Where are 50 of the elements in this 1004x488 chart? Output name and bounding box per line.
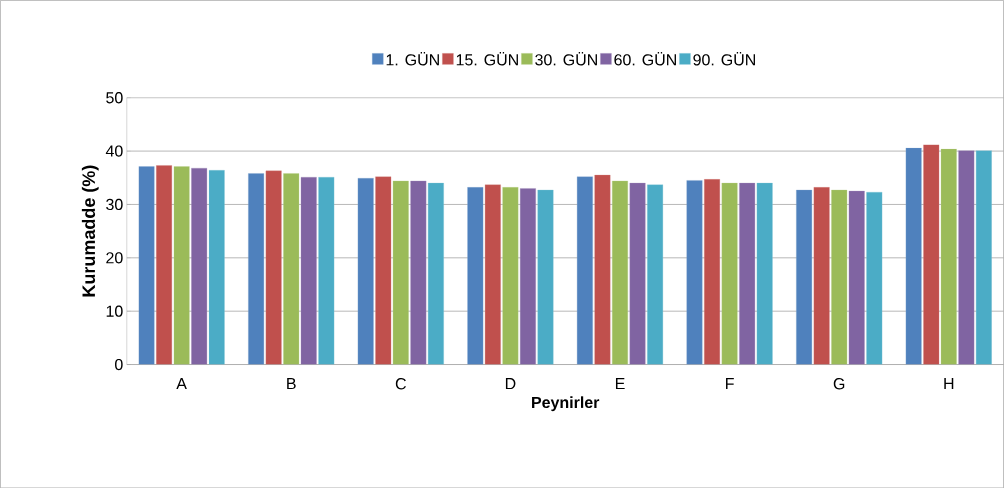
legend-label: 30. GÜN — [535, 51, 597, 66]
y-tick-label: 20 — [106, 251, 123, 264]
bar — [612, 180, 628, 365]
legend-label: 1. GÜN — [386, 51, 439, 66]
bar — [796, 189, 813, 365]
x-tick-label: A — [176, 377, 187, 389]
x-tick-label: F — [726, 377, 734, 389]
y-tick-label: 10 — [106, 305, 123, 317]
bar — [502, 187, 519, 365]
bar — [958, 150, 975, 365]
legend-label: 15. GÜN — [456, 51, 518, 66]
bar — [905, 147, 922, 365]
y-tick-label: 0 — [115, 358, 123, 371]
bar — [923, 144, 940, 365]
bar — [467, 187, 484, 365]
bar — [138, 166, 155, 365]
x-tick-label: E — [615, 377, 625, 389]
bar — [686, 180, 703, 365]
legend-label: 60. GÜN — [614, 51, 676, 66]
bar — [537, 189, 554, 365]
bar — [576, 176, 593, 365]
legend-label: 90. GÜN — [693, 51, 755, 66]
bar — [813, 187, 830, 365]
bar — [647, 184, 664, 365]
x-tick-label: D — [505, 377, 516, 389]
bar — [173, 166, 190, 365]
bar — [283, 173, 300, 365]
bar — [357, 177, 374, 365]
bar — [975, 150, 992, 365]
y-axis-title: Kurumadde (%) — [81, 165, 99, 297]
bar — [156, 165, 172, 365]
bar — [940, 148, 957, 365]
bar — [704, 179, 720, 365]
x-tick-label: C — [395, 377, 406, 390]
bar — [265, 170, 282, 365]
bar — [594, 174, 611, 365]
bar — [831, 189, 848, 365]
x-tick-label: B — [287, 377, 296, 389]
bar — [721, 182, 738, 365]
bar — [629, 182, 646, 365]
x-axis-title: Peynirler — [532, 396, 600, 412]
bar — [484, 184, 501, 365]
bar — [375, 176, 392, 365]
y-tick-label: 50 — [106, 91, 123, 104]
x-tick-label: G — [833, 377, 845, 390]
y-tick-label: 30 — [106, 198, 123, 210]
bar — [392, 180, 409, 365]
x-tick-label: H — [944, 377, 954, 389]
y-tick-label: 40 — [105, 145, 123, 157]
bar — [248, 173, 265, 365]
